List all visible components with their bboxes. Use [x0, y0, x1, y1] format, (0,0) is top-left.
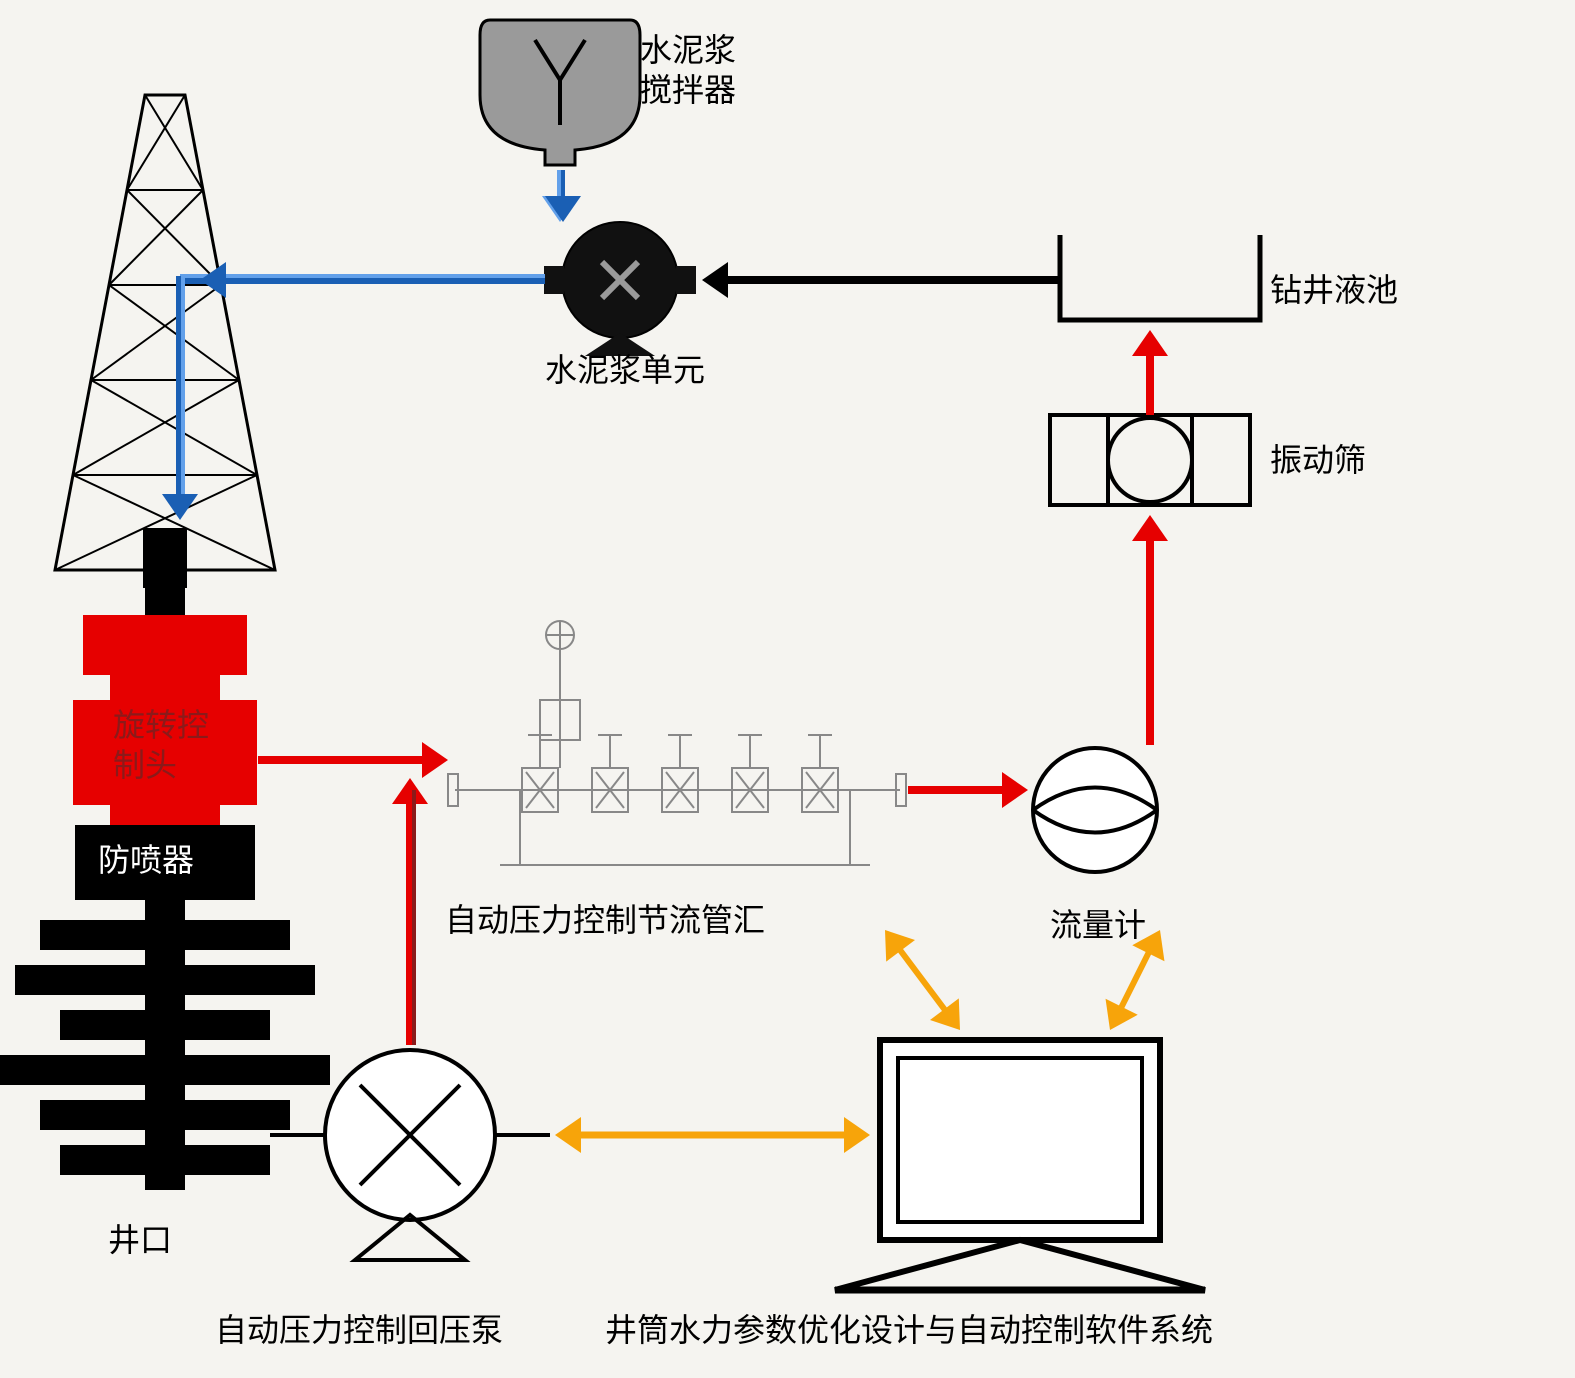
label-bop: 防喷器: [98, 840, 194, 880]
label-mixer: 水泥浆搅拌器: [640, 30, 736, 110]
label-bpp: 自动压力控制回压泵: [215, 1310, 503, 1350]
label-shaker: 振动筛: [1270, 440, 1366, 480]
label-mud_pit: 钻井液池: [1270, 270, 1398, 310]
diagram-stage: 水泥浆搅拌器水泥浆单元 钻井液池振动筛流量计 自动压力控制节流管汇 旋转控制头防喷器井…: [0, 0, 1575, 1378]
mixer-icon: [480, 20, 640, 165]
arrow: [1132, 515, 1168, 745]
arrow: [885, 930, 960, 1030]
computer-icon: [835, 1040, 1205, 1290]
flowmeter-icon: [1033, 748, 1157, 872]
cement-pump-icon: [544, 222, 696, 356]
arrow: [392, 778, 428, 1045]
derrick-icon: [55, 95, 275, 588]
arrow: [545, 170, 581, 222]
mud-pit-icon: [1060, 235, 1260, 320]
label-software: 井筒水力参数优化设计与自动控制软件系统: [605, 1310, 1213, 1350]
arrow: [908, 772, 1028, 808]
diagram-svg: [0, 0, 1575, 1378]
arrow: [1106, 930, 1165, 1030]
label-choke: 自动压力控制节流管汇: [445, 900, 765, 940]
label-cement_unit: 水泥浆单元: [545, 350, 705, 390]
label-wellhead: 井口: [108, 1220, 172, 1260]
label-flowmeter: 流量计: [1050, 905, 1146, 945]
arrow: [258, 742, 448, 778]
choke-manifold-icon: [448, 621, 906, 865]
label-rcd: 旋转控制头: [113, 705, 209, 785]
arrow: [555, 1117, 870, 1153]
arrow: [1132, 330, 1168, 415]
shaker-icon: [1050, 415, 1250, 505]
wellhead-stack: [0, 570, 330, 1190]
